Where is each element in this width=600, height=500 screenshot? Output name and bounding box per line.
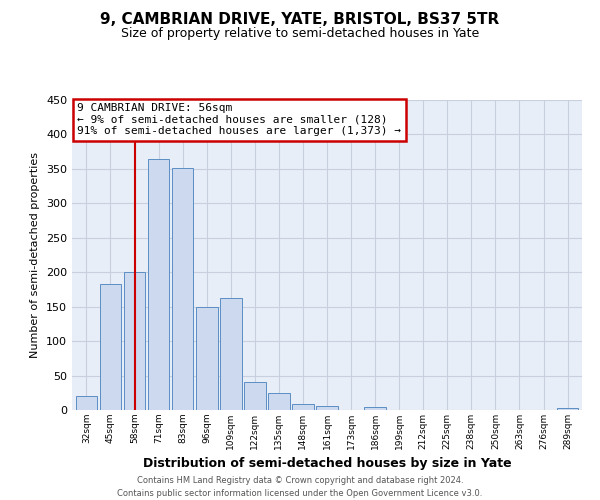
Bar xyxy=(557,408,578,410)
Bar xyxy=(316,406,338,410)
Text: Contains HM Land Registry data © Crown copyright and database right 2024.: Contains HM Land Registry data © Crown c… xyxy=(137,476,463,485)
Bar xyxy=(100,284,121,410)
Y-axis label: Number of semi-detached properties: Number of semi-detached properties xyxy=(31,152,40,358)
Text: 9 CAMBRIAN DRIVE: 56sqm
← 9% of semi-detached houses are smaller (128)
91% of se: 9 CAMBRIAN DRIVE: 56sqm ← 9% of semi-det… xyxy=(77,103,401,136)
Text: Size of property relative to semi-detached houses in Yate: Size of property relative to semi-detach… xyxy=(121,28,479,40)
Text: Contains public sector information licensed under the Open Government Licence v3: Contains public sector information licen… xyxy=(118,489,482,498)
Bar xyxy=(148,158,169,410)
Bar xyxy=(124,272,145,410)
Bar xyxy=(76,396,97,410)
Bar xyxy=(244,382,266,410)
Text: 9, CAMBRIAN DRIVE, YATE, BRISTOL, BS37 5TR: 9, CAMBRIAN DRIVE, YATE, BRISTOL, BS37 5… xyxy=(100,12,500,28)
Bar xyxy=(196,306,218,410)
Bar xyxy=(172,168,193,410)
Bar xyxy=(364,407,386,410)
Bar xyxy=(220,298,242,410)
Bar xyxy=(268,393,290,410)
X-axis label: Distribution of semi-detached houses by size in Yate: Distribution of semi-detached houses by … xyxy=(143,458,511,470)
Bar xyxy=(292,404,314,410)
